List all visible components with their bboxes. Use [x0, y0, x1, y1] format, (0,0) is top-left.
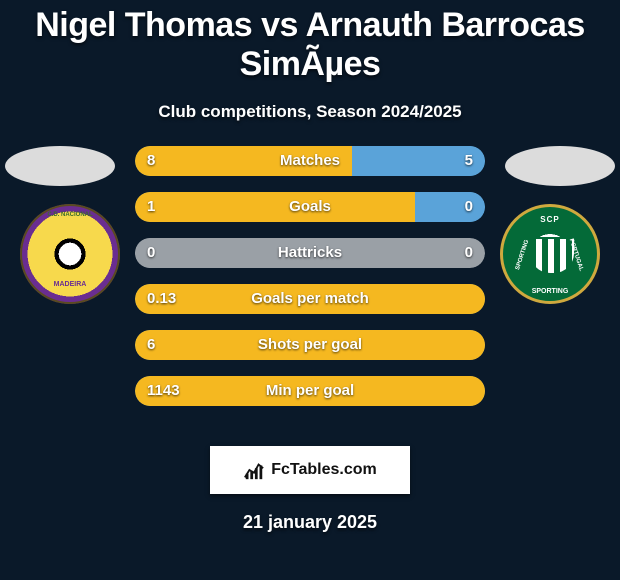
stat-label: Shots per goal	[135, 330, 485, 360]
stat-right-value: 0	[465, 238, 473, 268]
subtitle: Club competitions, Season 2024/2025	[0, 102, 620, 122]
stat-row: 1 Goals 0	[135, 192, 485, 222]
main-area: SCP SPORTING PORTUGAL SPORTING 8 Matches…	[0, 146, 620, 426]
stat-row: 0.13 Goals per match	[135, 284, 485, 314]
club-crest-left	[20, 204, 120, 304]
stats-bars: 8 Matches 5 1 Goals 0 0 Hattricks 0 0.13…	[135, 146, 485, 422]
stat-row: 1143 Min per goal	[135, 376, 485, 406]
player-silhouette-right	[505, 146, 615, 186]
stat-row: 6 Shots per goal	[135, 330, 485, 360]
stat-right-value: 0	[465, 192, 473, 222]
stat-label: Hattricks	[135, 238, 485, 268]
nacional-crest-icon	[20, 204, 120, 304]
stat-row: 0 Hattricks 0	[135, 238, 485, 268]
stat-label: Min per goal	[135, 376, 485, 406]
stat-label: Goals per match	[135, 284, 485, 314]
player-silhouette-left	[5, 146, 115, 186]
page-title: Nigel Thomas vs Arnauth Barrocas SimÃµes	[0, 0, 620, 84]
sporting-crest-icon: SCP SPORTING PORTUGAL SPORTING	[500, 204, 600, 304]
date-text: 21 january 2025	[0, 512, 620, 533]
club-crest-right: SCP SPORTING PORTUGAL SPORTING	[500, 204, 600, 304]
chart-icon	[243, 459, 265, 481]
site-badge[interactable]: FcTables.com	[210, 446, 410, 494]
stat-row: 8 Matches 5	[135, 146, 485, 176]
stat-right-value: 5	[465, 146, 473, 176]
stat-label: Matches	[135, 146, 485, 176]
stat-label: Goals	[135, 192, 485, 222]
site-name: FcTables.com	[271, 461, 377, 479]
comparison-card: Nigel Thomas vs Arnauth Barrocas SimÃµes…	[0, 0, 620, 580]
